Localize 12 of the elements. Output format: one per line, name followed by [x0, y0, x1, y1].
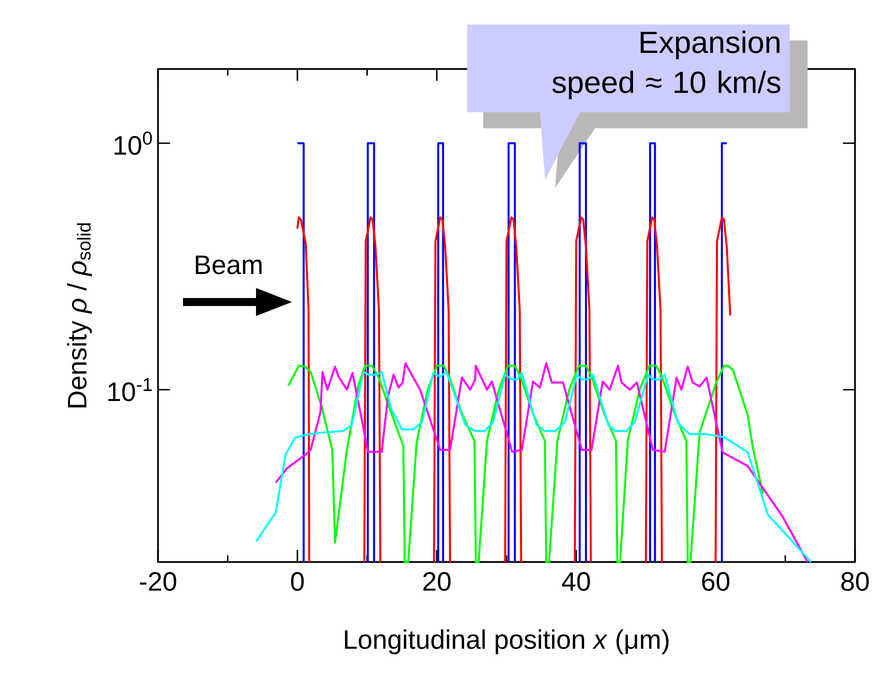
- x-tick-label: 0: [291, 572, 304, 591]
- y-tick-label: 10$^{-1}$: [108, 378, 152, 402]
- x-tick-label: 80: [841, 572, 869, 591]
- x-tick-label: -20: [140, 572, 176, 591]
- x-tick-label: 20: [423, 572, 451, 591]
- y-tick-label: 10$^{0}$: [114, 132, 152, 155]
- x-axis-title: Longitudinal position x (μm): [344, 629, 669, 654]
- x-tick-label: 60: [702, 572, 730, 591]
- x-tick-label: 40: [562, 572, 590, 591]
- annotation: Expansion speed ≈ 10 km/s: [552, 30, 780, 100]
- annotation: Beam: [196, 256, 262, 274]
- y-axis-title: Density ρ / ρ$_{solid}$: [67, 223, 92, 408]
